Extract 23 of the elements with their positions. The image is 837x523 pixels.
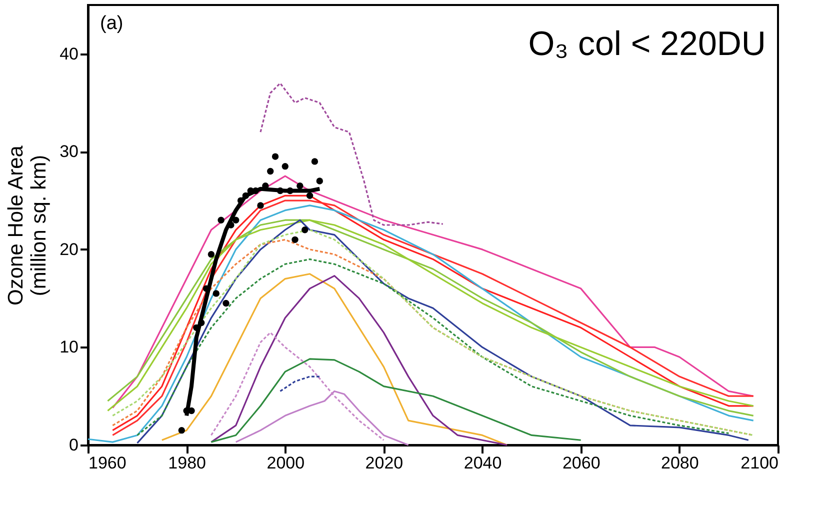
y-tick-label: 0	[69, 436, 78, 454]
x-tick-label: 2040	[464, 454, 502, 472]
y-axis-title: Ozone Hole Area (million sq. km)	[4, 145, 51, 306]
x-tick-label: 2060	[562, 454, 600, 472]
x-tick-label: 2000	[266, 454, 305, 472]
line-series	[260, 82, 444, 226]
x-tick-label: 2020	[365, 454, 404, 472]
y-tick-label: 20	[60, 240, 78, 259]
x-tick-label: 2080	[661, 454, 699, 472]
line-series	[184, 186, 322, 418]
x-tick-label: 2100	[740, 454, 778, 472]
line-series	[136, 258, 730, 436]
line-series	[161, 273, 508, 446]
y-tick-label: 40	[60, 44, 78, 64]
x-tick-label: 1980	[168, 454, 206, 472]
line-series	[210, 358, 582, 443]
annotation: (a)	[100, 13, 124, 34]
x-tick-label: 1960	[88, 454, 126, 472]
y-tick-label: 10	[60, 338, 78, 357]
annotation: O₃ col < 220DU	[528, 25, 766, 63]
line-series	[112, 175, 754, 409]
line-series	[210, 275, 508, 446]
y-tick-label: 30	[60, 142, 78, 162]
